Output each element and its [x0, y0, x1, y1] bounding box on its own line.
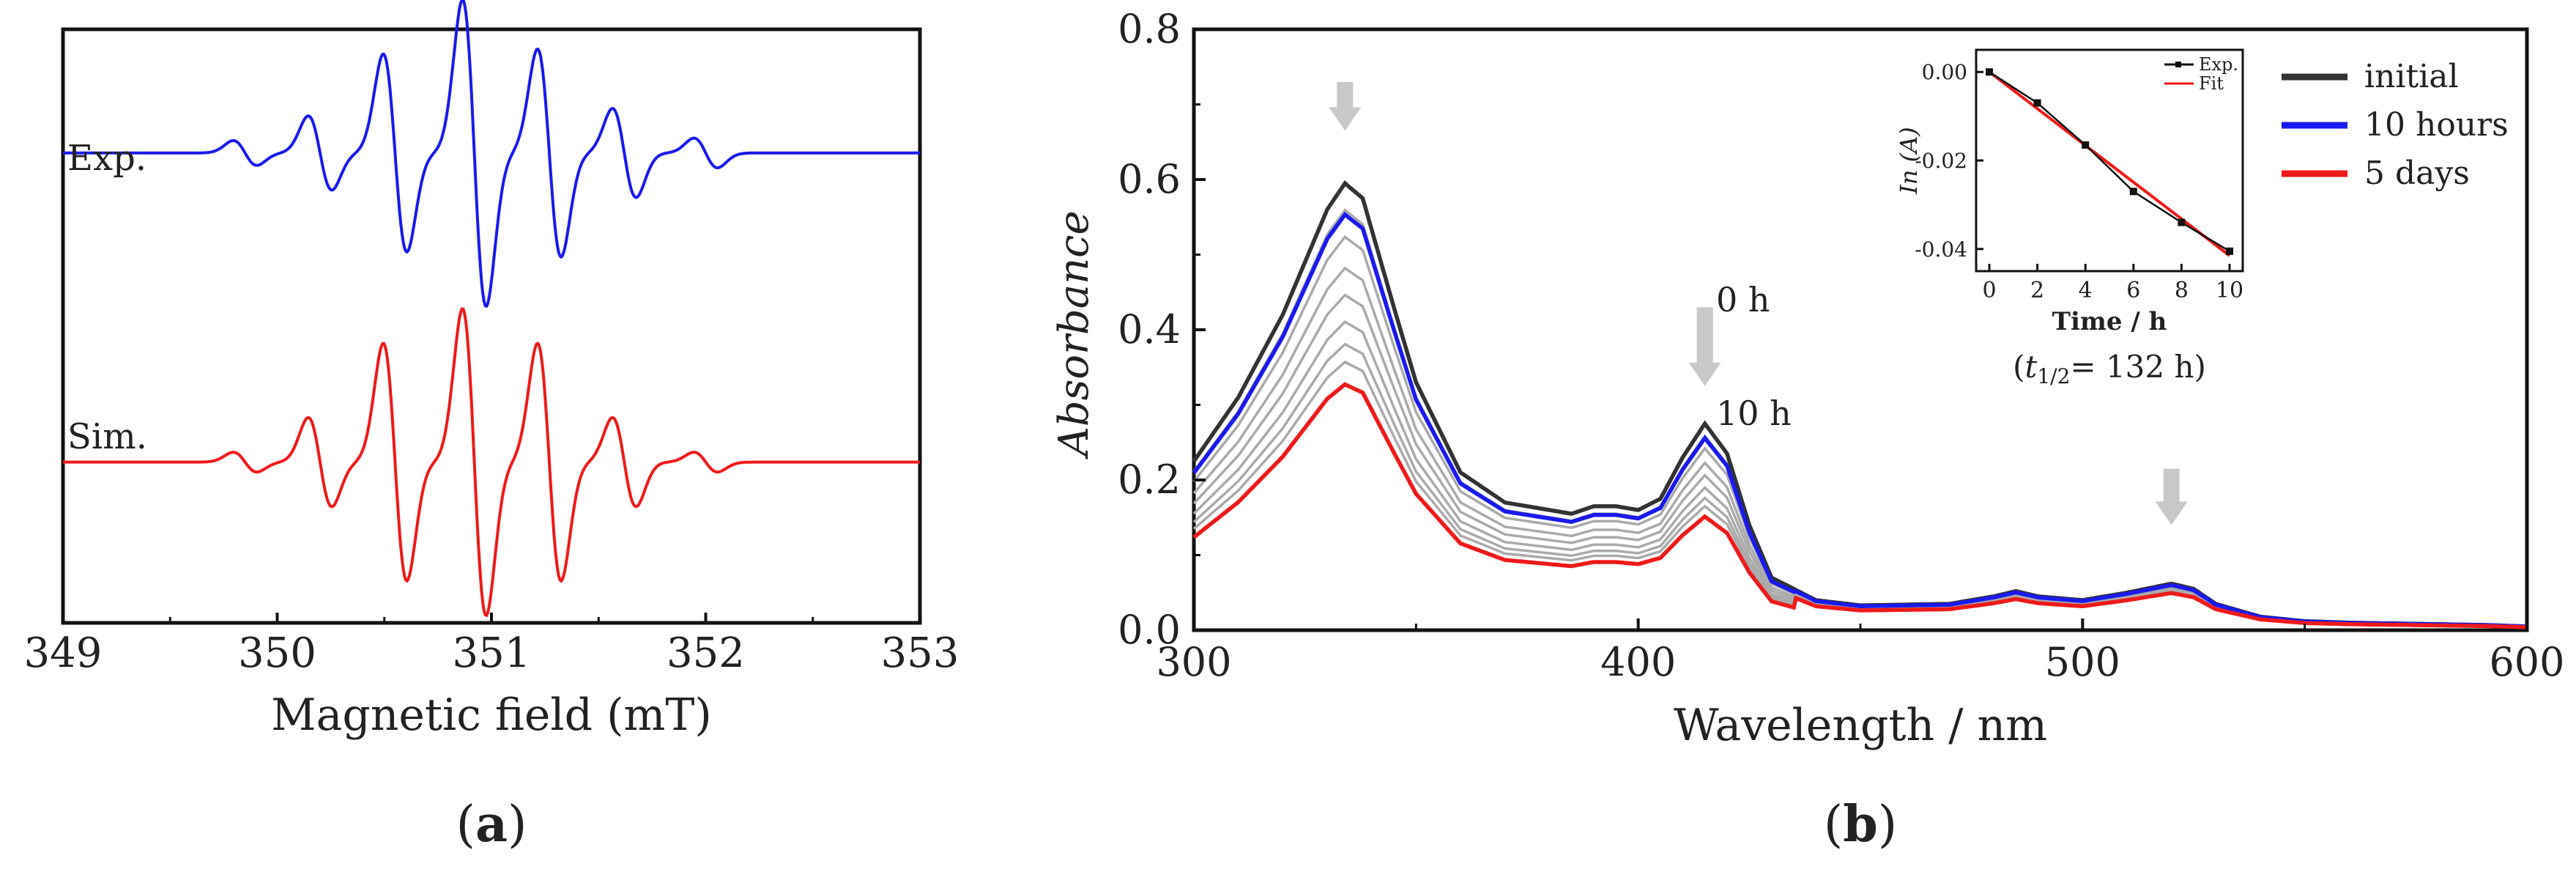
panel-b-legend: initial 10 hours 5 days [2282, 58, 2509, 192]
inset-kinetics: 0 2 4 6 8 10 0.00 -0.02 -0.04 Exp.Fit In (A) Tim… [1895, 48, 2244, 388]
down-arrow-icon [1329, 81, 1362, 131]
inset-legend-marker [2175, 62, 2181, 67]
panel-a-frame [61, 27, 922, 625]
series-line-5-days [1192, 382, 2528, 629]
inset-series-line-exp [1989, 71, 2230, 252]
x-tick-label-400: 400 [1600, 639, 1676, 685]
exp-series-label: Exp. [67, 138, 146, 179]
legend-label-5-days: 5 days [2364, 155, 2470, 192]
inset-xlabel: Time / h [2052, 307, 2167, 336]
inset-exp-point [2082, 141, 2090, 149]
panel-a-xlabel: Magnetic field (mT) [271, 690, 712, 741]
y-tick-label-0.8: 0.8 [1118, 6, 1181, 52]
inset-y-tick-label--0.02: -0.02 [1915, 149, 1967, 173]
series-line-intermediate [1192, 234, 2528, 628]
y-tick-label-0.6: 0.6 [1118, 156, 1181, 202]
sim-series-label: Sim. [67, 416, 147, 457]
panel-b-uvvis: 300 400 500 600 0.00.20.40.60.8 Absorbance … [1050, 6, 2565, 854]
x-tick-label-353: 353 [881, 629, 959, 677]
series-line-intermediate [1192, 361, 2528, 629]
inset-x-tick-label-4: 4 [2079, 278, 2093, 303]
inset-x-tick-label-6: 6 [2126, 278, 2140, 303]
x-tick-label-351: 351 [453, 629, 531, 677]
inset-y-tick-label--0.04: -0.04 [1915, 237, 1967, 262]
inset-legend-label-fit: Fit [2199, 73, 2224, 94]
y-tick-label-0.4: 0.4 [1118, 306, 1181, 352]
annotation-10h: 10 h [1716, 393, 1792, 433]
inset-x-tick-label-2: 2 [2030, 278, 2044, 303]
inset-legend-label-exp: Exp. [2199, 54, 2238, 75]
x-tick-label-349: 349 [24, 629, 103, 677]
legend-label-initial: initial [2364, 58, 2459, 95]
series-line-exp [63, 0, 920, 308]
x-tick-label-500: 500 [2045, 639, 2120, 685]
panel-a-label: (a) [456, 795, 527, 854]
series-line-sim [63, 307, 920, 618]
inset-exp-point [1986, 68, 1993, 76]
inset-ylabel: In (A) [1895, 127, 1923, 195]
panel-b-xlabel: Wavelength / nm [1674, 700, 2047, 751]
x-tick-label-352: 352 [667, 629, 745, 677]
x-tick-label-350: 350 [238, 629, 316, 677]
series-line-intermediate [1192, 208, 2528, 628]
inset-y-tick-label-0.00: 0.00 [1922, 60, 1967, 84]
inset-x-tick-label-8: 8 [2175, 278, 2189, 303]
inset-x-tick-label-10: 10 [2216, 278, 2243, 303]
panel-a-epr: 349 350 351 352 353 Exp. Sim. Magnetic field… [24, 0, 959, 854]
annotation-0h: 0 h [1716, 280, 1770, 319]
series-line-intermediate [1192, 266, 2528, 629]
y-tick-label-0.0: 0.0 [1118, 607, 1181, 653]
down-arrow-icon [1688, 307, 1721, 386]
inset-x-tick-label-0: 0 [1982, 278, 1996, 303]
x-tick-label-300: 300 [1156, 639, 1231, 685]
inset-series-line-fit [1988, 70, 2231, 257]
inset-legend: Exp.Fit [2164, 54, 2238, 94]
panel-b-label: (b) [1824, 795, 1898, 854]
inset-caption: (t1/2= 132 h) [2013, 349, 2206, 388]
inset-exp-point [2033, 99, 2041, 107]
inset-exp-point [2178, 218, 2186, 226]
down-arrow-icon [2155, 468, 2188, 525]
inset-frame [1975, 48, 2244, 273]
inset-exp-point [2226, 247, 2233, 255]
y-tick-label-0.2: 0.2 [1118, 457, 1181, 503]
x-tick-label-600: 600 [2489, 639, 2564, 685]
legend-label-10-hours: 10 hours [2364, 106, 2509, 144]
inset-exp-point [2129, 188, 2137, 196]
panel-b-ylabel: Absorbance [1050, 210, 1098, 459]
